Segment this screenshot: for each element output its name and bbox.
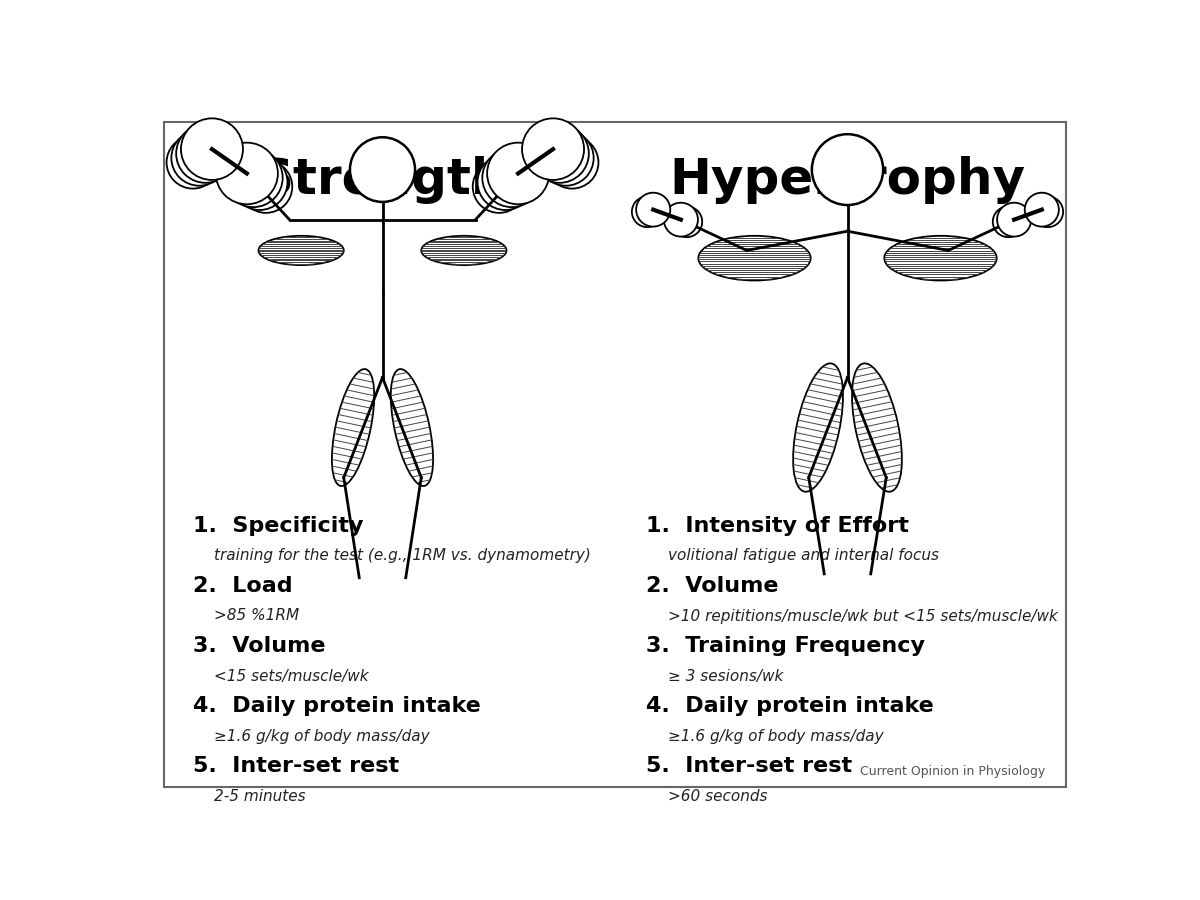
Text: ≥1.6 g/kg of body mass/day: ≥1.6 g/kg of body mass/day bbox=[667, 729, 883, 743]
Circle shape bbox=[1025, 193, 1058, 227]
Text: volitional fatigue and internal focus: volitional fatigue and internal focus bbox=[667, 548, 938, 563]
Circle shape bbox=[546, 136, 599, 189]
Circle shape bbox=[478, 155, 533, 210]
Text: 2.  Volume: 2. Volume bbox=[646, 576, 779, 596]
Circle shape bbox=[232, 155, 288, 210]
Text: 1.  Intensity of Effort: 1. Intensity of Effort bbox=[646, 516, 908, 536]
Circle shape bbox=[176, 124, 235, 183]
Circle shape bbox=[812, 134, 883, 205]
Circle shape bbox=[992, 206, 1024, 238]
Circle shape bbox=[538, 130, 594, 185]
Ellipse shape bbox=[391, 369, 433, 486]
Text: training for the test (e.g., 1RM vs. dynamometry): training for the test (e.g., 1RM vs. dyn… bbox=[215, 548, 592, 563]
Text: 5.  Inter-set rest: 5. Inter-set rest bbox=[193, 756, 398, 777]
Circle shape bbox=[216, 143, 278, 204]
Circle shape bbox=[473, 160, 526, 213]
Circle shape bbox=[482, 148, 541, 207]
Circle shape bbox=[350, 138, 415, 202]
Circle shape bbox=[487, 143, 550, 204]
Ellipse shape bbox=[852, 364, 902, 491]
Circle shape bbox=[1032, 196, 1063, 227]
Text: 2.  Load: 2. Load bbox=[193, 576, 293, 596]
Circle shape bbox=[167, 136, 220, 189]
Text: >60 seconds: >60 seconds bbox=[667, 788, 767, 804]
Circle shape bbox=[181, 119, 242, 180]
Text: <15 sets/muscle/wk: <15 sets/muscle/wk bbox=[215, 669, 368, 684]
Circle shape bbox=[530, 124, 589, 183]
Circle shape bbox=[664, 202, 698, 237]
Text: 3.  Volume: 3. Volume bbox=[193, 636, 325, 656]
Circle shape bbox=[997, 202, 1031, 237]
Circle shape bbox=[172, 130, 227, 185]
Text: ≥ 3 sesions/wk: ≥ 3 sesions/wk bbox=[667, 669, 784, 684]
Text: Hypertrophy: Hypertrophy bbox=[670, 156, 1026, 203]
Circle shape bbox=[636, 193, 671, 227]
Text: 4.  Daily protein intake: 4. Daily protein intake bbox=[193, 697, 480, 716]
Circle shape bbox=[223, 148, 283, 207]
Text: ≥1.6 g/kg of body mass/day: ≥1.6 g/kg of body mass/day bbox=[215, 729, 430, 743]
Text: >85 %1RM: >85 %1RM bbox=[215, 608, 300, 624]
Circle shape bbox=[632, 196, 662, 227]
Circle shape bbox=[240, 160, 293, 213]
Text: 3.  Training Frequency: 3. Training Frequency bbox=[646, 636, 925, 656]
Text: 5.  Inter-set rest: 5. Inter-set rest bbox=[646, 756, 852, 777]
Circle shape bbox=[671, 206, 702, 238]
Ellipse shape bbox=[884, 236, 997, 281]
Text: 2-5 minutes: 2-5 minutes bbox=[215, 788, 306, 804]
Text: 4.  Daily protein intake: 4. Daily protein intake bbox=[646, 697, 934, 716]
Ellipse shape bbox=[793, 364, 842, 491]
Ellipse shape bbox=[421, 236, 506, 266]
Ellipse shape bbox=[332, 369, 374, 486]
Circle shape bbox=[522, 119, 584, 180]
Ellipse shape bbox=[698, 236, 811, 281]
Text: Current Opinion in Physiology: Current Opinion in Physiology bbox=[860, 765, 1045, 778]
Text: >10 repititions/muscle/wk but <15 sets/muscle/wk: >10 repititions/muscle/wk but <15 sets/m… bbox=[667, 608, 1057, 624]
Text: Strength: Strength bbox=[258, 156, 508, 203]
Text: 1.  Specificity: 1. Specificity bbox=[193, 516, 364, 536]
Ellipse shape bbox=[258, 236, 343, 266]
